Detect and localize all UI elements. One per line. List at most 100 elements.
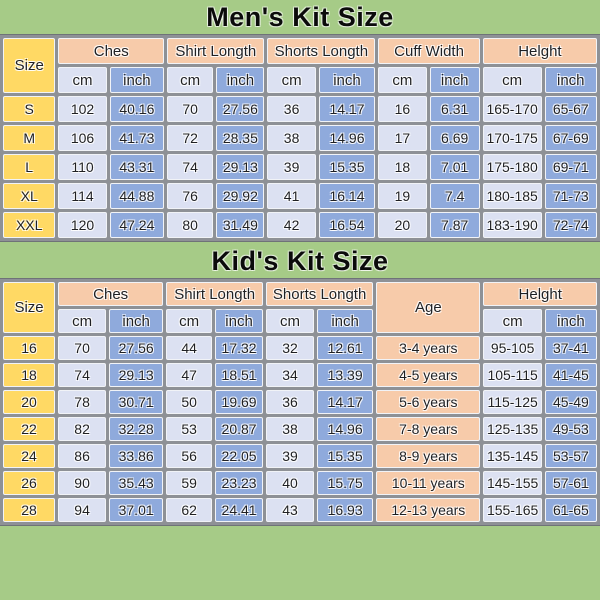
- kids-units-row: cm inch cm inch cm inch cm inch: [3, 309, 597, 333]
- unit-inch: inch: [109, 309, 164, 333]
- header-age: Age: [376, 282, 481, 333]
- table-row: L 110 43.31 74 29.13 39 15.35 18 7.01 17…: [3, 154, 597, 180]
- value-cell: 28.35: [216, 125, 265, 151]
- unit-inch: inch: [316, 309, 374, 333]
- value-cell: 40.16: [109, 96, 165, 122]
- value-cell: 16.93: [316, 498, 374, 522]
- value-cell: 43: [266, 498, 314, 522]
- value-cell: 22.05: [215, 444, 264, 468]
- value-cell: 95-105: [483, 336, 542, 360]
- size-cell: XL: [3, 183, 56, 209]
- value-cell: 36: [266, 390, 314, 414]
- value-cell: 86: [58, 444, 107, 468]
- value-cell: 14.96: [318, 125, 376, 151]
- value-cell: 37.01: [109, 498, 164, 522]
- header-chest: Ches: [58, 38, 165, 64]
- header-shirt-length: Shirt Longth: [166, 282, 264, 306]
- value-cell: 36: [267, 96, 316, 122]
- value-cell: 32: [266, 336, 314, 360]
- size-cell: XXL: [3, 212, 56, 238]
- unit-inch: inch: [215, 309, 264, 333]
- value-cell: 120: [58, 212, 107, 238]
- size-cell: 22: [3, 417, 56, 441]
- unit-cm: cm: [167, 67, 214, 93]
- header-height: Helght: [482, 38, 597, 64]
- value-cell: 33.86: [109, 444, 164, 468]
- kids-header-row: Size Ches Shirt Longth Shorts Longth Age…: [3, 282, 597, 333]
- value-cell: 155-165: [483, 498, 542, 522]
- age-cell: 3-4 years: [376, 336, 481, 360]
- value-cell: 19: [378, 183, 427, 209]
- age-cell: 5-6 years: [376, 390, 481, 414]
- table-row: 16 70 27.56 44 17.32 32 12.61 3-4 years …: [3, 336, 597, 360]
- header-shirt-length: Shirt Longth: [167, 38, 265, 64]
- value-cell: 7.87: [429, 212, 480, 238]
- value-cell: 15.75: [316, 471, 374, 495]
- value-cell: 29.13: [216, 154, 265, 180]
- unit-inch: inch: [544, 67, 597, 93]
- value-cell: 106: [58, 125, 107, 151]
- value-cell: 39: [267, 154, 316, 180]
- value-cell: 24.41: [215, 498, 264, 522]
- size-cell: 26: [3, 471, 56, 495]
- header-size: Size: [3, 282, 56, 333]
- value-cell: 74: [167, 154, 214, 180]
- value-cell: 180-185: [482, 183, 542, 209]
- value-cell: 40: [266, 471, 314, 495]
- table-row: 26 90 35.43 59 23.23 40 15.75 10-11 year…: [3, 471, 597, 495]
- value-cell: 27.56: [109, 336, 164, 360]
- value-cell: 17: [378, 125, 427, 151]
- value-cell: 35.43: [109, 471, 164, 495]
- value-cell: 61-65: [544, 498, 597, 522]
- value-cell: 7.01: [429, 154, 480, 180]
- value-cell: 6.31: [429, 96, 480, 122]
- value-cell: 82: [58, 417, 107, 441]
- value-cell: 80: [167, 212, 214, 238]
- value-cell: 175-180: [482, 154, 542, 180]
- value-cell: 114: [58, 183, 107, 209]
- unit-inch: inch: [429, 67, 480, 93]
- age-cell: 7-8 years: [376, 417, 481, 441]
- mens-units-row: cm inch cm inch cm inch cm inch cm inch: [3, 67, 597, 93]
- value-cell: 39: [266, 444, 314, 468]
- size-cell: 24: [3, 444, 56, 468]
- table-row: XL 114 44.88 76 29.92 41 16.14 19 7.4 18…: [3, 183, 597, 209]
- value-cell: 13.39: [316, 363, 374, 387]
- value-cell: 135-145: [483, 444, 542, 468]
- value-cell: 16.14: [318, 183, 376, 209]
- value-cell: 47: [166, 363, 213, 387]
- value-cell: 6.69: [429, 125, 480, 151]
- size-cell: S: [3, 96, 56, 122]
- value-cell: 49-53: [544, 417, 597, 441]
- value-cell: 94: [58, 498, 107, 522]
- value-cell: 44.88: [109, 183, 165, 209]
- table-row: S 102 40.16 70 27.56 36 14.17 16 6.31 16…: [3, 96, 597, 122]
- value-cell: 29.13: [109, 363, 164, 387]
- value-cell: 44: [166, 336, 213, 360]
- unit-cm: cm: [58, 67, 107, 93]
- value-cell: 32.28: [109, 417, 164, 441]
- size-cell: M: [3, 125, 56, 151]
- value-cell: 14.96: [316, 417, 374, 441]
- value-cell: 20.87: [215, 417, 264, 441]
- mens-size-table: Size Ches Shirt Longth Shorts Longth Cuf…: [0, 34, 600, 242]
- table-row: 18 74 29.13 47 18.51 34 13.39 4-5 years …: [3, 363, 597, 387]
- value-cell: 145-155: [483, 471, 542, 495]
- size-cell: 28: [3, 498, 56, 522]
- mens-header-row: Size Ches Shirt Longth Shorts Longth Cuf…: [3, 38, 597, 93]
- unit-inch: inch: [544, 309, 597, 333]
- value-cell: 53: [166, 417, 213, 441]
- table-row: 20 78 30.71 50 19.69 36 14.17 5-6 years …: [3, 390, 597, 414]
- value-cell: 18: [378, 154, 427, 180]
- value-cell: 71-73: [544, 183, 597, 209]
- value-cell: 45-49: [544, 390, 597, 414]
- value-cell: 27.56: [216, 96, 265, 122]
- value-cell: 41: [267, 183, 316, 209]
- value-cell: 31.49: [216, 212, 265, 238]
- value-cell: 38: [266, 417, 314, 441]
- table-row: 22 82 32.28 53 20.87 38 14.96 7-8 years …: [3, 417, 597, 441]
- value-cell: 42: [267, 212, 316, 238]
- value-cell: 38: [267, 125, 316, 151]
- value-cell: 69-71: [544, 154, 597, 180]
- value-cell: 125-135: [483, 417, 542, 441]
